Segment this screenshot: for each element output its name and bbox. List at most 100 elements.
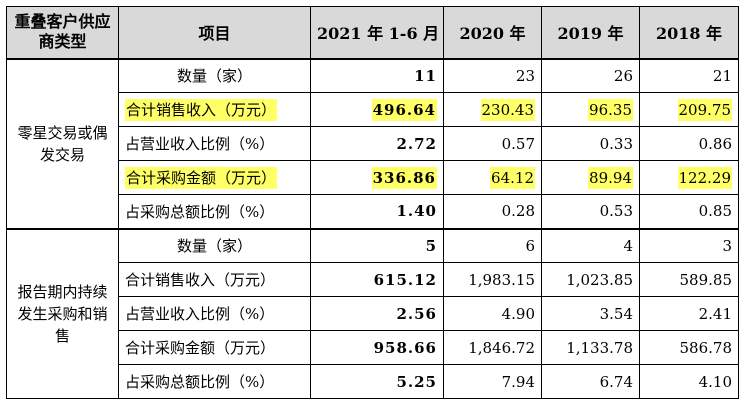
item-label: 合计采购金额（万元）	[125, 167, 278, 189]
value-cell: 1,133.78	[541, 330, 640, 365]
value-text: 26	[613, 66, 633, 85]
table-row: 报告期内持续发生采购和销售 数量（家） 5 6 4 3	[6, 227, 739, 399]
value-cell: 122.29	[639, 160, 739, 195]
value-text: 336.86	[371, 166, 437, 189]
value-cell: 0.28	[443, 194, 542, 229]
value-cell: 589.85	[639, 262, 739, 297]
value-text: 64.12	[490, 166, 535, 189]
value-text: 2.41	[698, 304, 732, 323]
value-text: 1.40	[396, 202, 437, 221]
value-cell: 4	[541, 227, 640, 263]
value-text: 6	[525, 236, 535, 255]
table-row: 零星交易或偶发交易 数量（家） 11 23 26 21	[6, 58, 739, 229]
value-text: 21	[712, 66, 732, 85]
table-row: 合计销售收入（万元） 496.64 230.43 96.35 209.75	[7, 92, 739, 127]
header-year-2021h1: 2021 年 1-6 月	[310, 6, 444, 60]
item-cell: 数量（家）	[118, 58, 311, 93]
header-item: 项目	[118, 6, 311, 60]
value-cell: 23	[443, 58, 542, 93]
value-cell: 1,983.15	[443, 262, 542, 297]
table-row: 占营业收入比例（%） 2.56 4.90 3.54 2.41	[7, 296, 739, 331]
value-cell: 21	[639, 58, 739, 93]
value-text: 3	[722, 236, 732, 255]
table-row: 合计采购金额（万元） 336.86 64.12 89.94 122.29	[7, 160, 739, 195]
value-cell: 586.78	[639, 330, 739, 365]
value-text: 589.85	[679, 270, 733, 289]
value-cell: 0.33	[541, 126, 640, 161]
value-cell: 11	[310, 58, 444, 93]
value-cell: 1.40	[310, 194, 444, 229]
item-label: 占营业收入比例（%）	[125, 305, 275, 323]
item-cell: 占营业收入比例（%）	[118, 126, 311, 161]
item-label: 数量（家）	[176, 67, 252, 86]
value-cell: 4.90	[443, 296, 542, 331]
header-year-2020: 2020 年	[443, 6, 542, 60]
value-text: 6.74	[599, 372, 633, 391]
value-cell: 6.74	[541, 364, 640, 399]
value-text: 89.94	[588, 166, 633, 189]
header-year-2018: 2018 年	[639, 6, 739, 60]
item-label: 合计采购金额（万元）	[125, 339, 276, 357]
value-text: 4.90	[501, 304, 535, 323]
item-cell: 合计采购金额（万元）	[118, 160, 311, 195]
value-text: 586.78	[679, 338, 733, 357]
value-text: 122.29	[677, 166, 732, 189]
value-text: 2.72	[396, 134, 437, 153]
value-cell: 0.57	[443, 126, 542, 161]
item-label: 数量（家）	[176, 237, 252, 256]
value-cell: 4.10	[639, 364, 739, 399]
value-cell: 96.35	[541, 92, 640, 127]
value-text: 0.57	[501, 134, 535, 153]
value-text: 0.85	[698, 202, 732, 221]
value-cell: 3.54	[541, 296, 640, 331]
value-cell: 2.41	[639, 296, 739, 331]
item-cell: 数量（家）	[118, 227, 311, 263]
item-cell: 占营业收入比例（%）	[118, 296, 311, 331]
value-text: 496.64	[371, 98, 437, 121]
value-text: 5	[425, 236, 437, 255]
value-cell: 0.85	[639, 194, 739, 229]
value-text: 209.75	[677, 98, 732, 121]
value-text: 3.54	[599, 304, 633, 323]
value-text: 0.28	[501, 202, 535, 221]
table-row: 占采购总额比例（%） 5.25 7.94 6.74 4.10	[7, 364, 739, 399]
category-cell: 报告期内持续发生采购和销售	[6, 227, 119, 399]
table-row: 占营业收入比例（%） 2.72 0.57 0.33 0.86	[7, 126, 739, 161]
item-label: 合计销售收入（万元）	[125, 271, 276, 289]
value-cell: 958.66	[310, 330, 444, 365]
value-cell: 1,846.72	[443, 330, 542, 365]
table-body: 零星交易或偶发交易 数量（家） 11 23 26 21 合计销售收入（万元） 496.64 23…	[6, 58, 739, 399]
value-cell: 2.56	[310, 296, 444, 331]
value-cell: 209.75	[639, 92, 739, 127]
value-text: 1,023.85	[566, 270, 633, 289]
value-text: 1,133.78	[566, 338, 633, 357]
item-label: 合计销售收入（万元）	[125, 99, 278, 121]
value-cell: 230.43	[443, 92, 542, 127]
value-cell: 1,023.85	[541, 262, 640, 297]
item-cell: 合计采购金额（万元）	[118, 330, 311, 365]
value-text: 0.86	[698, 134, 732, 153]
item-cell: 占采购总额比例（%）	[118, 194, 311, 229]
value-text: 4.10	[698, 372, 732, 391]
value-cell: 336.86	[310, 160, 444, 195]
item-label: 占采购总额比例（%）	[125, 202, 275, 221]
value-cell: 7.94	[443, 364, 542, 399]
value-cell: 0.86	[639, 126, 739, 161]
value-text: 96.35	[588, 98, 633, 121]
value-text: 11	[414, 66, 437, 85]
value-cell: 3	[639, 227, 739, 263]
value-cell: 2.72	[310, 126, 444, 161]
value-text: 5.25	[396, 372, 437, 391]
header-category: 重叠客户供应商类型	[6, 6, 119, 60]
value-text: 615.12	[373, 270, 437, 289]
item-cell: 合计销售收入（万元）	[118, 262, 311, 297]
value-text: 958.66	[373, 338, 437, 357]
value-cell: 496.64	[310, 92, 444, 127]
category-cell: 零星交易或偶发交易	[6, 58, 119, 229]
item-cell: 占采购总额比例（%）	[118, 364, 311, 399]
value-text: 1,846.72	[468, 338, 535, 357]
value-cell: 64.12	[443, 160, 542, 195]
value-text: 230.43	[480, 98, 535, 121]
item-cell: 合计销售收入（万元）	[118, 92, 311, 127]
customer-supplier-overlap-table: 重叠客户供应商类型 项目 2021 年 1-6 月 2020 年 2019 年 …	[6, 6, 739, 399]
